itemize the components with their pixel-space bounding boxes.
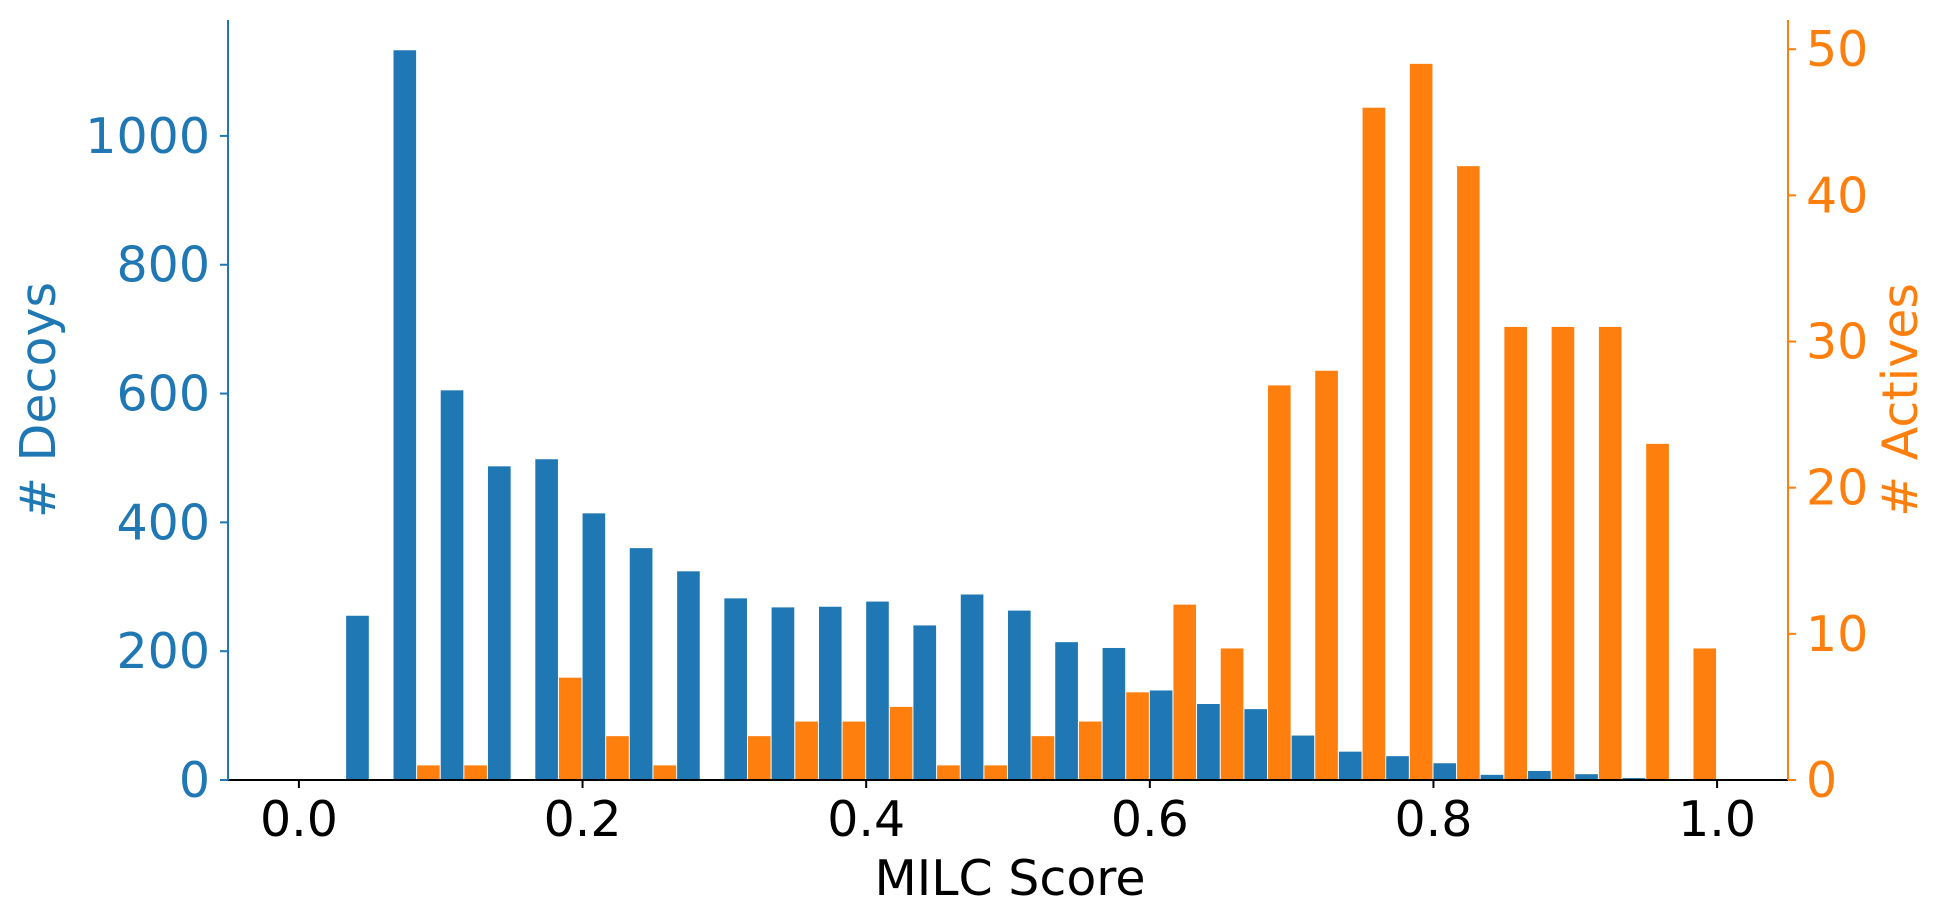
- decoys-bar: [1102, 647, 1126, 780]
- decoys-bar: [960, 594, 984, 780]
- decoys-bar: [1433, 763, 1457, 780]
- decoys-bars: [346, 50, 1693, 780]
- decoys-bar: [1008, 610, 1031, 780]
- decoys-bar: [818, 606, 842, 780]
- right-y-tick-label: 0: [1806, 752, 1837, 809]
- decoys-bar: [866, 601, 889, 780]
- actives-bar: [1078, 721, 1102, 780]
- decoys-bar: [1338, 751, 1362, 780]
- decoys-bar: [1197, 704, 1220, 780]
- actives-bar: [1598, 326, 1622, 780]
- x-tick-label: 0.0: [260, 791, 338, 848]
- left-y-tick-label: 1000: [85, 108, 210, 165]
- actives-bar: [464, 765, 487, 780]
- right-y-tick-label: 40: [1806, 167, 1868, 224]
- actives-bar: [1315, 370, 1338, 780]
- decoys-bar: [1149, 690, 1173, 780]
- decoys-bar: [1291, 735, 1315, 780]
- actives-bars: [417, 63, 1717, 781]
- right-y-tick-label: 20: [1806, 460, 1868, 517]
- actives-bar: [747, 736, 771, 780]
- decoys-bar: [487, 466, 511, 780]
- axes: [227, 20, 1789, 781]
- actives-bar: [795, 721, 818, 780]
- decoys-bar: [629, 548, 653, 780]
- decoys-bar: [582, 513, 606, 780]
- right-y-tick-label: 30: [1806, 314, 1868, 371]
- actives-bar: [1693, 648, 1717, 780]
- x-tick-label: 0.6: [1111, 791, 1189, 848]
- left-y-tick-label: 0: [179, 752, 210, 809]
- actives-bar: [937, 765, 960, 780]
- decoys-bar: [771, 607, 795, 780]
- actives-bar: [842, 721, 866, 780]
- decoys-bar: [1480, 774, 1504, 780]
- left-y-tick-label: 800: [116, 237, 210, 294]
- decoys-bar: [440, 390, 464, 780]
- x-tick-label: 0.8: [1394, 791, 1472, 848]
- left-y-tick-label: 600: [116, 366, 210, 423]
- actives-bar: [1031, 736, 1055, 780]
- right-y-axis-title: # Actives: [1872, 283, 1929, 517]
- decoys-bar: [346, 615, 369, 780]
- actives-bar: [558, 677, 582, 780]
- decoys-bar: [724, 598, 747, 780]
- decoys-bar: [1528, 770, 1551, 780]
- x-tick-label: 1.0: [1678, 791, 1756, 848]
- actives-bar: [984, 765, 1007, 780]
- decoys-bar: [913, 625, 937, 780]
- decoys-bar: [677, 571, 700, 780]
- actives-bar: [1504, 326, 1528, 780]
- decoys-bar: [535, 459, 558, 780]
- left-y-tick-label: 200: [116, 623, 210, 680]
- actives-bar: [889, 706, 913, 780]
- decoys-bar: [1244, 709, 1268, 780]
- ticks: 0.0 0.2 0.4 0.6 0.8 1.0 0 200 400 600 800 1000 0 10 20…: [85, 21, 1868, 848]
- actives-bar: [606, 736, 629, 780]
- actives-bar: [1457, 166, 1480, 780]
- decoys-bar: [1055, 642, 1078, 780]
- right-y-tick-label: 10: [1806, 606, 1868, 663]
- actives-bar: [1362, 107, 1386, 780]
- actives-bar: [1220, 648, 1244, 780]
- actives-bar: [1551, 326, 1575, 780]
- actives-bar: [1126, 692, 1149, 780]
- actives-bar: [417, 765, 440, 780]
- right-y-tick-label: 50: [1806, 21, 1868, 78]
- actives-bar: [1268, 385, 1291, 780]
- x-tick-label: 0.2: [544, 791, 622, 848]
- actives-bar: [653, 765, 677, 780]
- x-axis-title: MILC Score: [874, 850, 1145, 907]
- actives-bar: [1646, 443, 1669, 780]
- x-tick-label: 0.4: [827, 791, 905, 848]
- decoys-bar: [1386, 756, 1409, 780]
- actives-bar: [1173, 604, 1197, 780]
- actives-bar: [1409, 63, 1433, 781]
- left-y-tick-label: 400: [116, 494, 210, 551]
- decoys-bar: [393, 50, 417, 780]
- left-y-axis-title: # Decoys: [10, 282, 67, 518]
- decoys-bar: [1575, 774, 1598, 780]
